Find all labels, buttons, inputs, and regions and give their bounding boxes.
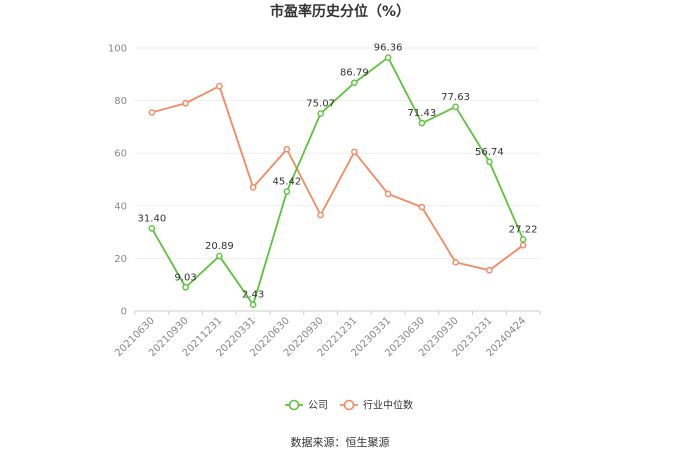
data-label: 96.36: [374, 43, 403, 54]
y-tick-label: 100: [108, 44, 127, 55]
data-point[interactable]: [317, 211, 324, 219]
data-point[interactable]: [384, 190, 392, 198]
data-point[interactable]: [351, 148, 358, 156]
legend-item-0[interactable]: 公司: [285, 399, 328, 412]
data-point[interactable]: [216, 82, 223, 90]
source-note: 数据来源：恒生聚源: [291, 435, 390, 449]
data-point[interactable]: [249, 301, 257, 308]
data-point[interactable]: [182, 99, 189, 107]
legend-swatch-marker: [288, 399, 300, 411]
data-point[interactable]: [486, 158, 493, 166]
data-point[interactable]: [216, 252, 223, 260]
data-point[interactable]: [148, 109, 156, 116]
y-tick-label: 60: [114, 149, 127, 160]
grid-layer: [135, 47, 540, 259]
axis-layer: 0204060801002021063020210930202112312022…: [108, 44, 541, 359]
data-point[interactable]: [249, 184, 257, 191]
data-label: 2.43: [242, 290, 264, 301]
legend[interactable]: 公司 行业中位数: [285, 399, 413, 412]
data-point[interactable]: [519, 241, 527, 249]
data-point[interactable]: [486, 266, 493, 274]
data-point[interactable]: [148, 225, 156, 232]
data-label: 75.07: [306, 99, 335, 110]
data-point[interactable]: [182, 283, 189, 291]
data-point[interactable]: [452, 259, 459, 266]
legend-label: 公司: [308, 401, 328, 412]
y-tick-label: 40: [114, 201, 127, 212]
series-1: [148, 82, 527, 274]
data-point[interactable]: [519, 236, 527, 243]
data-label: 77.63: [441, 92, 470, 103]
chart-title: 市盈率历史分位（%）: [270, 3, 410, 20]
data-point[interactable]: [418, 203, 426, 211]
data-label: 31.40: [138, 213, 167, 224]
data-point[interactable]: [351, 79, 358, 87]
y-tick-label: 20: [114, 254, 127, 265]
data-point[interactable]: [418, 119, 426, 127]
data-point[interactable]: [317, 110, 324, 117]
data-label: 27.22: [509, 224, 538, 235]
data-label: 71.43: [408, 108, 437, 119]
data-label: 9.03: [174, 272, 196, 283]
legend-item-1[interactable]: 行业中位数: [340, 399, 413, 412]
legend-label: 行业中位数: [363, 399, 413, 412]
series-line: [151, 56, 524, 306]
data-label: 20.89: [205, 241, 234, 252]
series-0: [148, 54, 527, 308]
data-point[interactable]: [283, 188, 291, 195]
data-label: 86.79: [340, 68, 369, 79]
y-tick-label: 80: [114, 96, 127, 107]
data-label: 45.42: [273, 177, 302, 188]
series-layer: 31.40 9.03 20.89 2.43 45.42 75.07 86.79 96.36 71…: [138, 43, 538, 308]
data-label: 56.74: [475, 147, 504, 158]
data-point[interactable]: [452, 103, 459, 111]
data-point[interactable]: [384, 54, 392, 61]
data-point[interactable]: [283, 145, 291, 153]
legend-swatch-marker: [343, 399, 355, 411]
y-tick-label: 0: [121, 307, 127, 318]
series-line: [151, 85, 524, 272]
